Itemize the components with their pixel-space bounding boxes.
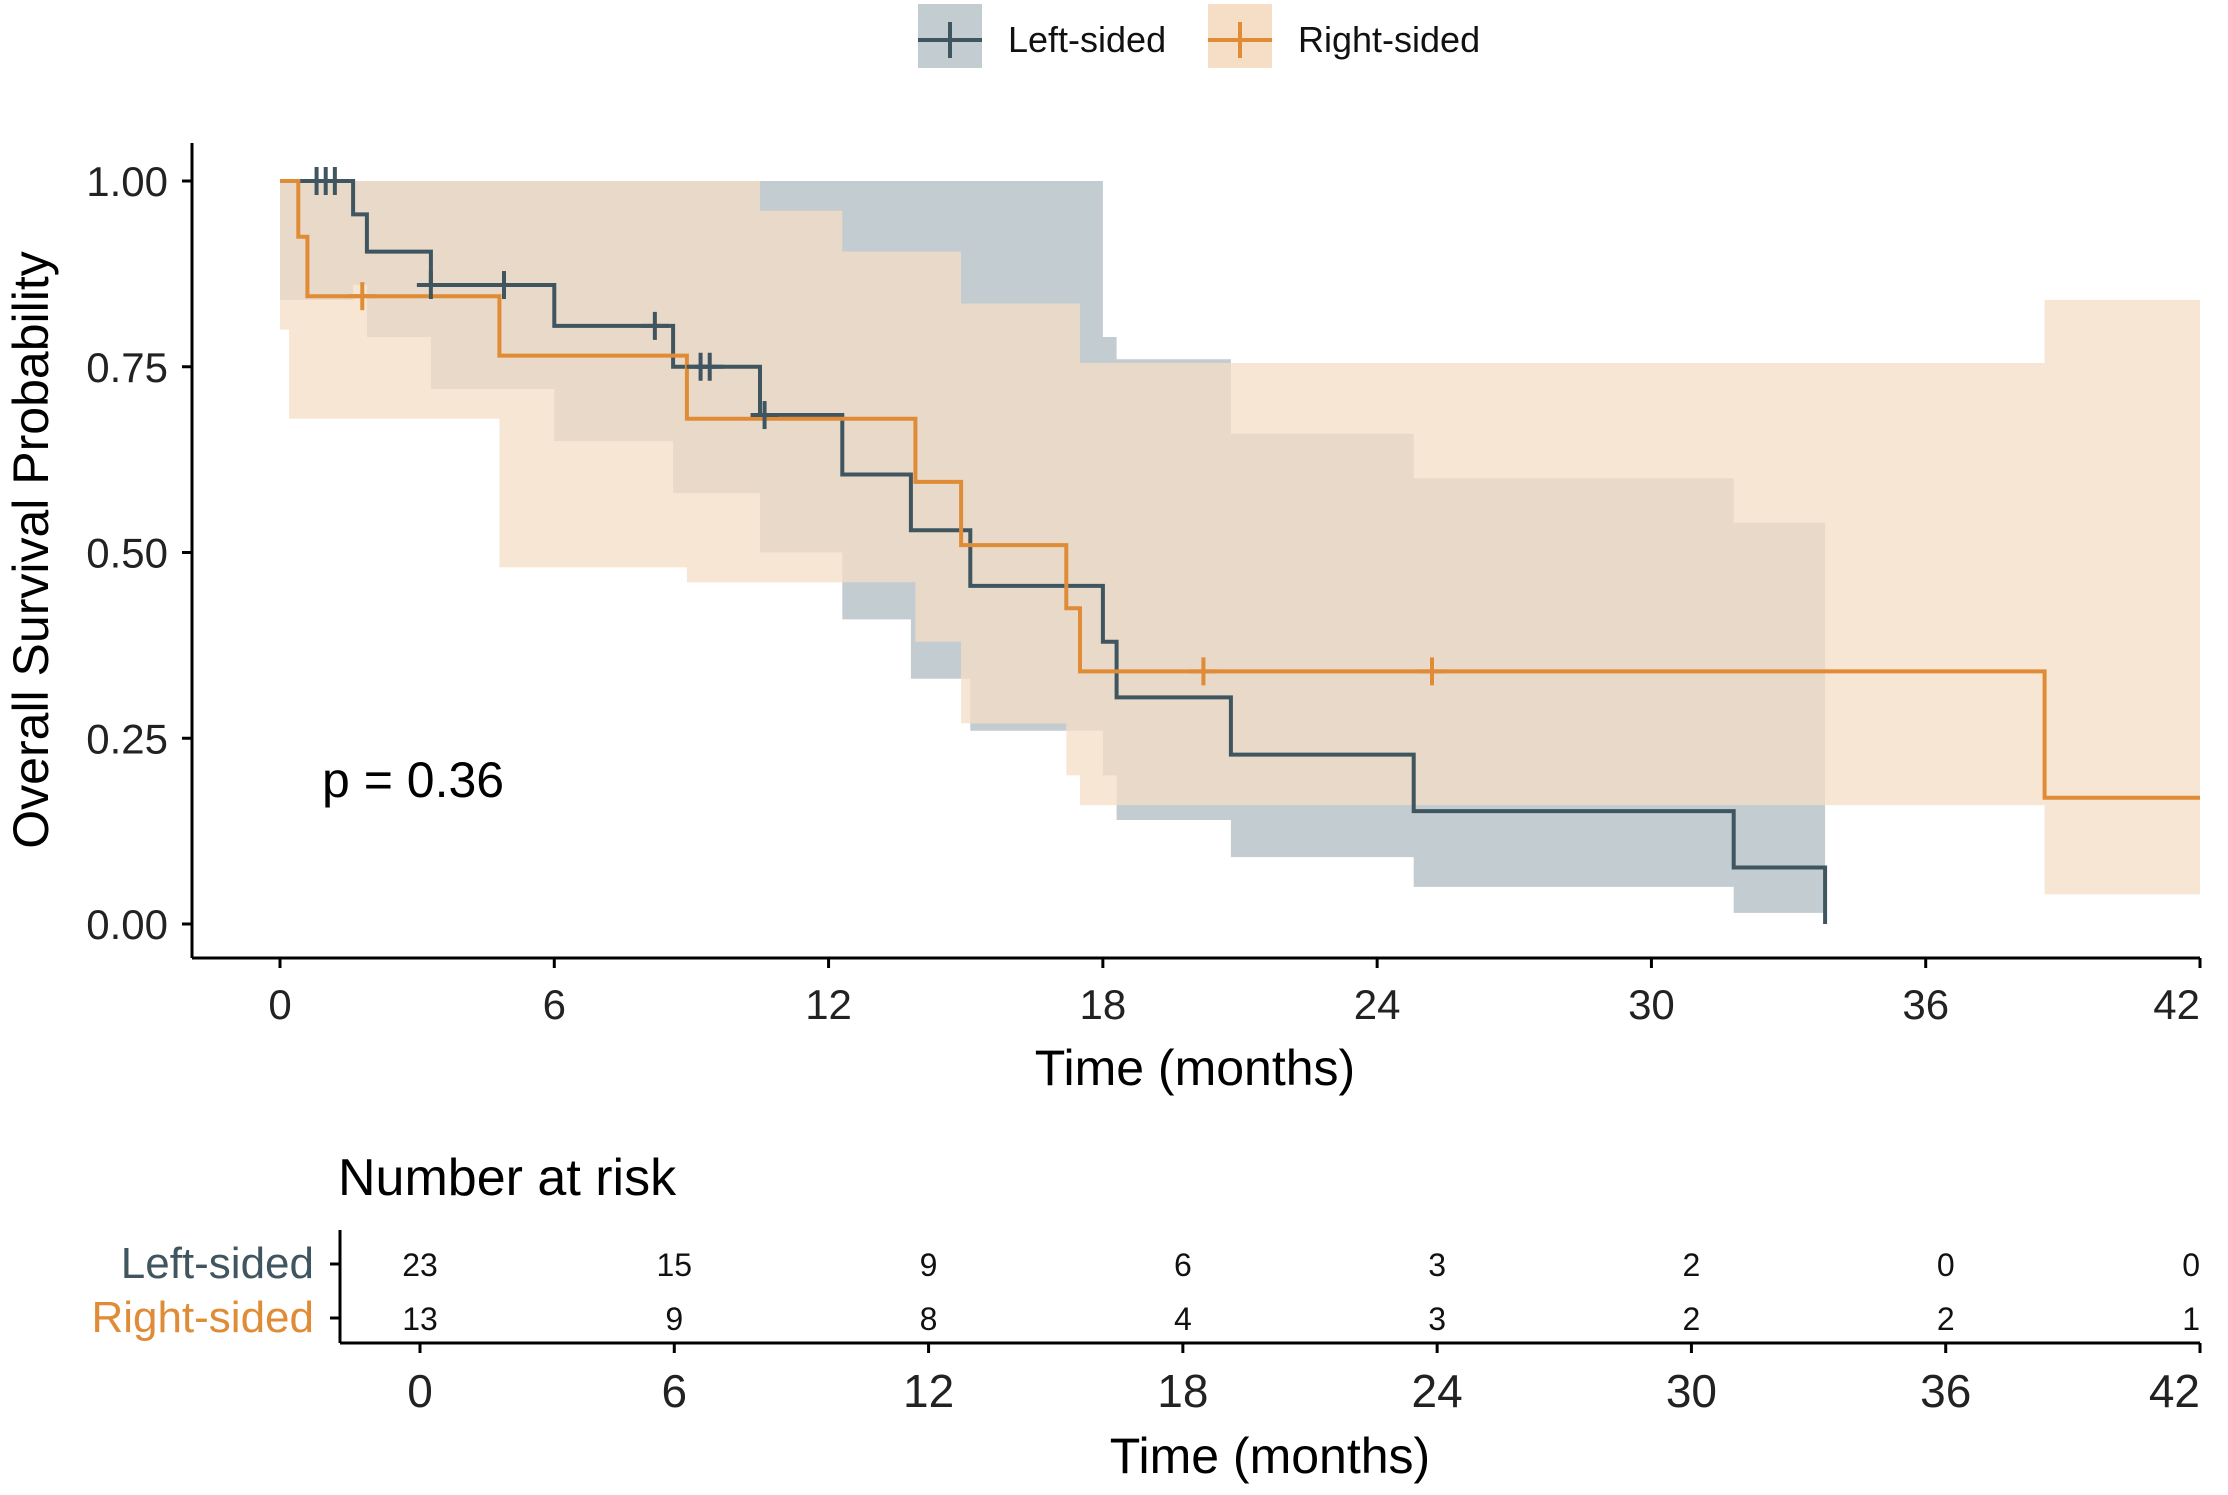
risk-value-right-sided: 3 [1428, 1301, 1446, 1337]
risk-value-right-sided: 8 [920, 1301, 938, 1337]
risk-value-right-sided: 2 [1683, 1301, 1701, 1337]
risk-value-right-sided: 9 [665, 1301, 683, 1337]
main-axes [190, 143, 2200, 960]
risk-x-tick-label: 36 [1920, 1365, 1971, 1417]
censor-mark-left-sided [750, 401, 779, 430]
x-tick-label: 24 [1354, 981, 1401, 1028]
legend: Left-sided Right-sided [918, 4, 1480, 68]
risk-value-left-sided: 23 [402, 1247, 438, 1283]
censor-mark-left-sided [640, 311, 669, 340]
censor-mark-right-sided [1418, 657, 1446, 686]
y-tick-label: 0.00 [86, 901, 168, 948]
risk-x-tick-label: 18 [1157, 1365, 1208, 1417]
risk-x-tick-label: 30 [1666, 1365, 1717, 1417]
legend-label-right: Right-sided [1298, 19, 1480, 60]
p-value-annotation: p = 0.36 [322, 752, 504, 808]
survival-curves [280, 179, 2200, 924]
confidence-bands [280, 181, 2200, 924]
y-tick-label: 0.75 [86, 344, 168, 391]
x-axis-title: Time (months) [1035, 1040, 1355, 1096]
risk-value-left-sided: 15 [656, 1247, 692, 1283]
legend-label-left: Left-sided [1008, 19, 1166, 60]
y-axis-title: Overall Survival Probability [3, 251, 59, 848]
risk-value-left-sided: 3 [1428, 1247, 1446, 1283]
censor-mark-right-sided [348, 282, 377, 311]
censor-mark-left-sided [320, 167, 349, 195]
risk-x-tick-label: 42 [2149, 1365, 2200, 1417]
y-tick-label: 1.00 [86, 158, 168, 205]
risk-value-left-sided: 0 [1937, 1247, 1955, 1283]
risk-table-title: Number at risk [338, 1149, 677, 1207]
risk-value-right-sided: 13 [402, 1301, 438, 1337]
risk-value-left-sided: 2 [1683, 1247, 1701, 1283]
censor-mark-right-sided [1189, 657, 1218, 686]
censor-mark-left-sided [490, 271, 518, 300]
y-tick-label: 0.50 [86, 530, 168, 577]
x-tick-label: 36 [1902, 981, 1949, 1028]
x-ticks: 0 6 12 18 24 30 36 42 [268, 958, 2202, 1028]
risk-value-left-sided: 6 [1174, 1247, 1192, 1283]
x-tick-label: 6 [543, 981, 566, 1028]
censor-marks [302, 167, 1446, 686]
x-tick-label: 12 [805, 981, 852, 1028]
risk-value-left-sided: 0 [2182, 1247, 2200, 1283]
survival-curve-right-sided [280, 179, 2200, 800]
x-tick-label: 0 [268, 981, 291, 1028]
x-tick-label: 18 [1079, 981, 1126, 1028]
risk-value-right-sided: 1 [2182, 1301, 2200, 1337]
risk-value-left-sided: 9 [920, 1247, 938, 1283]
risk-x-tick-label: 6 [661, 1365, 687, 1417]
risk-table-axes [330, 1230, 2200, 1345]
risk-row-label-right: Right-sided [91, 1293, 314, 1342]
risk-table-values: 23 15 9 6 3 2 0 0 13 9 8 4 3 2 2 1 [402, 1247, 2200, 1337]
risk-x-axis-title: Time (months) [1110, 1428, 1430, 1484]
survival-curve-left-sided [280, 179, 1828, 924]
y-ticks: 0.00 0.25 0.50 0.75 1.00 [86, 158, 192, 948]
risk-value-right-sided: 2 [1937, 1301, 1955, 1337]
risk-row-label-left: Left-sided [121, 1239, 314, 1288]
risk-x-tick-label: 24 [1412, 1365, 1463, 1417]
censor-mark-left-sided [416, 271, 445, 300]
confidence-band-right-sided [280, 181, 2200, 895]
risk-x-tick-label: 0 [407, 1365, 433, 1417]
censor-mark-left-sided [695, 352, 724, 381]
y-tick-label: 0.25 [86, 715, 168, 762]
risk-x-tick-label: 12 [903, 1365, 954, 1417]
x-tick-label: 30 [1628, 981, 1675, 1028]
risk-x-ticks: 0 6 12 18 24 30 36 42 [407, 1343, 2202, 1417]
risk-value-right-sided: 4 [1174, 1301, 1192, 1337]
x-tick-label: 42 [2153, 981, 2200, 1028]
